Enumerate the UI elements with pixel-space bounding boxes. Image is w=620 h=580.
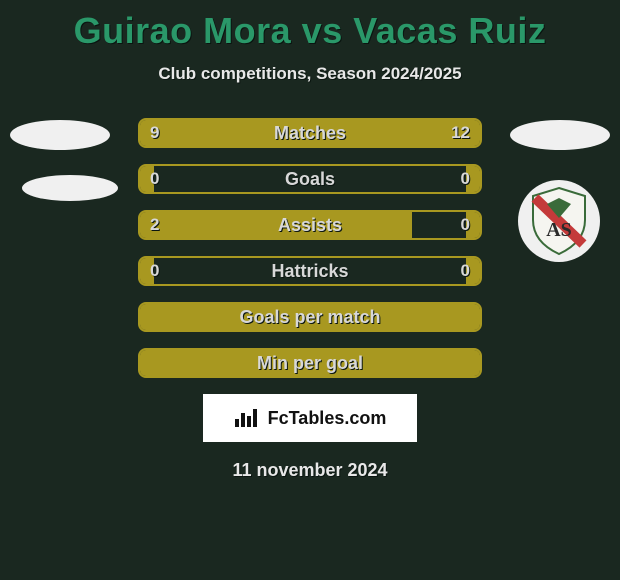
shield-icon: AS [529, 186, 589, 256]
player-right-avatar [510, 120, 610, 150]
subtitle: Club competitions, Season 2024/2025 [0, 64, 620, 84]
brand-badge[interactable]: FcTables.com [203, 394, 417, 442]
bar-row: Goals0 0 [138, 164, 482, 194]
bars-icon [234, 407, 260, 429]
footer-date: 11 november 2024 [0, 460, 620, 481]
page-title: Guirao Mora vs Vacas Ruiz [0, 0, 620, 52]
bar-value-right: 0 [461, 212, 470, 238]
bar-value-left: 9 [150, 120, 159, 146]
club-left-crest [22, 175, 118, 201]
svg-text:AS: AS [546, 219, 572, 241]
bar-value-left: 0 [150, 258, 159, 284]
bar-label: Hattricks [140, 258, 480, 284]
comparison-bars: Matches912Goals00Assists20Hattricks00Goa… [138, 118, 482, 378]
bar-value-left: 0 [150, 166, 159, 192]
bar-row: Min per goal [138, 348, 482, 378]
bar-row: Assists2 0 [138, 210, 482, 240]
club-right-crest: AS [518, 180, 600, 262]
bar-label: Matches [140, 120, 480, 146]
bar-value-right: 0 [461, 166, 470, 192]
bar-value-right: 12 [451, 120, 470, 146]
bar-label: Assists [140, 212, 480, 238]
player-left-avatar [10, 120, 110, 150]
bar-row: Hattricks0 0 [138, 256, 482, 286]
brand-text: FcTables.com [268, 408, 387, 429]
bar-label: Min per goal [140, 350, 480, 376]
bar-row: Matches9 12 [138, 118, 482, 148]
bar-label: Goals [140, 166, 480, 192]
bar-value-right: 0 [461, 258, 470, 284]
bar-value-left: 2 [150, 212, 159, 238]
bar-label: Goals per match [140, 304, 480, 330]
bar-row: Goals per match [138, 302, 482, 332]
